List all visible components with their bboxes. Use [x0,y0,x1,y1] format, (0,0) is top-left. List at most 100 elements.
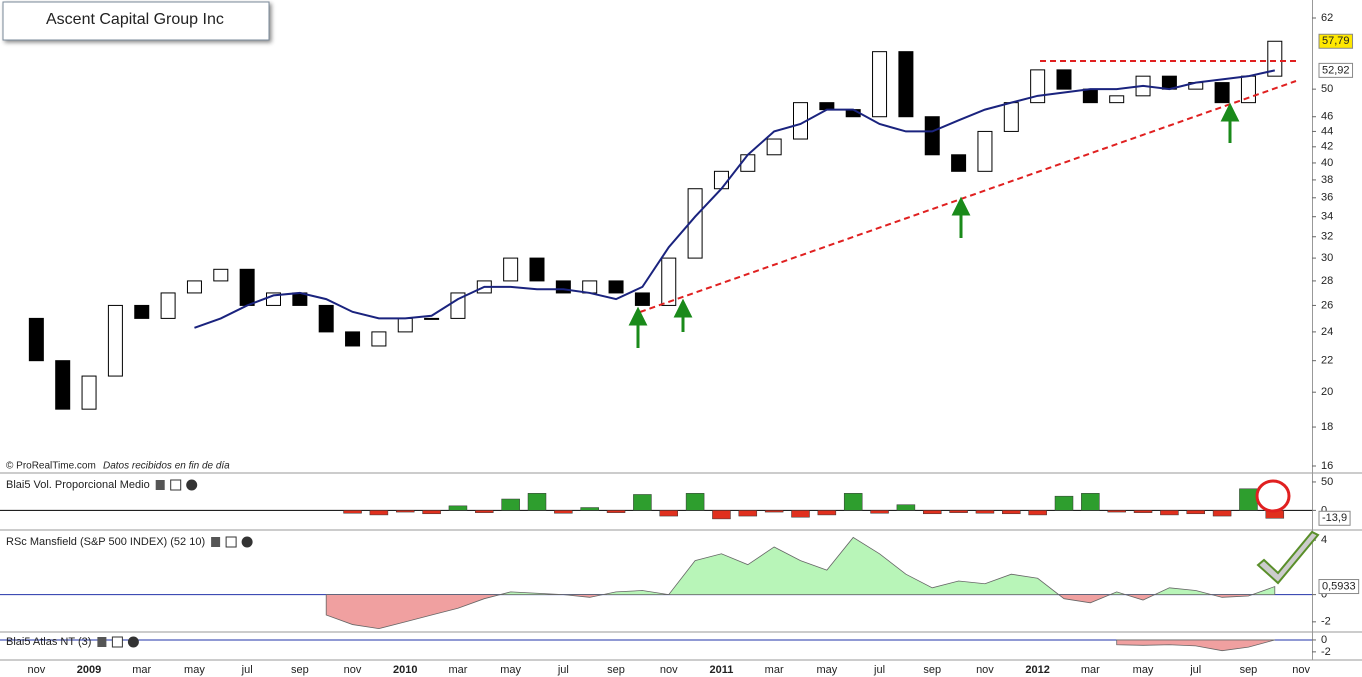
candle [81,375,97,410]
bar [738,510,758,517]
x-tick-label: nov [344,664,362,676]
y-tick-label: 62 [1321,12,1333,24]
title-box [2,1,270,41]
bar [949,510,968,513]
x-tick-label: jul [241,664,253,676]
panel-title: Blai5 Atlas NT (3) [6,636,91,648]
candle [529,257,545,282]
y-tick-label: 34 [1321,211,1333,223]
candle [1214,82,1230,104]
bar [923,510,942,515]
bar [580,507,599,511]
moving-average [194,69,1276,329]
candle [872,51,888,118]
y-tick-label: 0 [1321,634,1327,646]
y-tick-label: 22 [1321,355,1333,367]
icon-window [111,636,123,648]
candle [450,292,466,319]
bar [975,510,995,514]
y-tick-label: 20 [1321,386,1333,398]
bar [527,493,547,511]
candle [977,130,993,172]
x-tick-label: may [500,664,521,676]
arrow-head [673,298,693,318]
candle [397,317,413,333]
candle [213,268,229,282]
candle [634,292,650,306]
bar [870,510,889,514]
x-tick-label: sep [291,664,309,676]
y-tick-label: 4 [1321,534,1327,546]
bar [475,510,494,513]
last-value-box [1318,33,1354,49]
arrows [628,102,1240,348]
candle [371,331,387,347]
bar [369,510,389,516]
candle [318,304,334,333]
icon-settings [211,537,221,547]
x-tick-label: mar [448,664,467,676]
bar [1054,495,1074,511]
candle [713,170,729,190]
x-tick-label: may [1133,664,1154,676]
icon-settings [97,637,107,647]
bar [896,504,916,511]
icon-close [241,536,253,548]
x-tick-label: sep [923,664,941,676]
x-tick-label: sep [607,664,625,676]
y-tick-label: 30 [1321,252,1333,264]
x-tick-label: nov [660,664,678,676]
candle [1109,95,1125,104]
icon-settings [155,480,165,490]
x-tick-label: may [816,664,837,676]
y-tick-label: 44 [1321,125,1333,137]
candle [661,257,677,306]
candle [582,280,598,294]
x-tick-label: mar [765,664,784,676]
y-tick-label: 28 [1321,275,1333,287]
bar [1107,510,1126,513]
x-tick-label: mar [1081,664,1100,676]
candle [740,154,756,172]
bar [633,494,652,511]
bar [606,510,626,513]
icon-close [127,636,139,648]
y-tick-label: 38 [1321,174,1333,186]
y-tick-label: -2 [1321,646,1331,658]
candle [424,317,440,320]
x-tick-label: jul [873,664,885,676]
bar [1133,510,1153,513]
arrow-head [951,196,971,216]
y-tick-label: 0 [1321,504,1327,516]
area [325,536,1276,630]
note: Datos recibidos en fin de día [103,461,230,472]
last-value-label: 57,79 [1322,35,1350,47]
candle [924,116,940,156]
candle [1056,69,1072,90]
candle [107,304,123,377]
support-trendline [639,80,1297,313]
y-tick-label: 50 [1321,476,1333,488]
last-value-label: 52,92 [1322,64,1350,76]
right-axis-line [1312,0,1313,660]
bar [817,510,837,516]
x-tick-label: nov [976,664,994,676]
bar [343,510,362,514]
bar [1212,510,1232,517]
bar [685,493,705,511]
bar [1186,510,1205,515]
bar [791,510,810,518]
bar [764,510,784,513]
candle [160,292,176,319]
last-value-box [1318,510,1351,526]
candle [766,138,782,156]
bar [712,510,731,520]
x-tick-label: nov [27,664,45,676]
x-tick-label: 2010 [393,664,417,676]
marks [0,17,1316,653]
check-mark [1256,530,1320,585]
panel-title: RSc Mansfield (S&P 500 INDEX) (52 10) [6,536,205,548]
y-tick-label: 18 [1321,421,1333,433]
